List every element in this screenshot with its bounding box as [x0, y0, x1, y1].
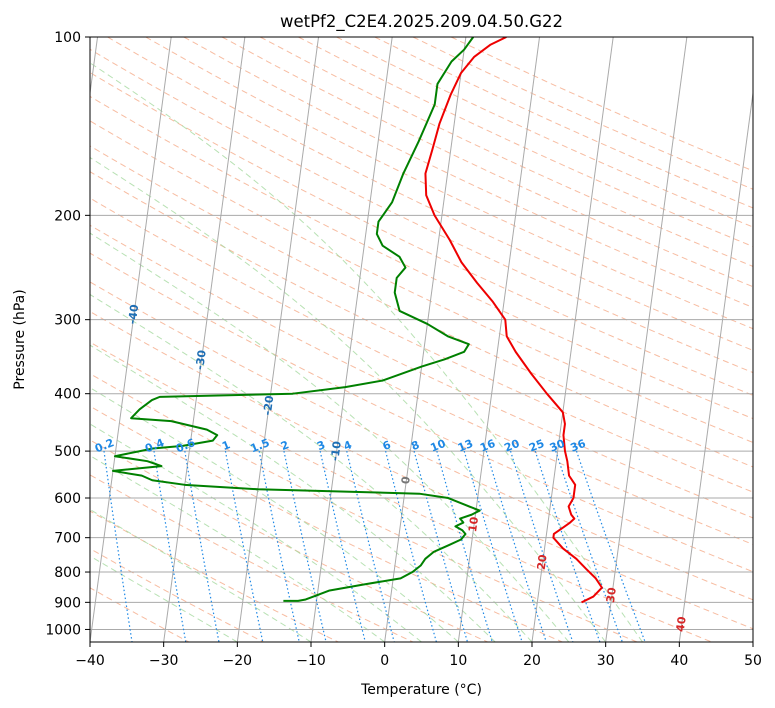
dewpoint-profile — [111, 37, 481, 602]
mixing-ratio-label: 36 — [569, 437, 588, 455]
y-tick-label: 400 — [54, 387, 81, 403]
x-tick-label: −40 — [75, 653, 105, 669]
x-tick-label: 30 — [597, 653, 615, 669]
isotherm-gridline — [605, 37, 688, 642]
y-axis-label: Pressure (hPa) — [12, 289, 28, 389]
isotherm-gridline — [90, 37, 172, 642]
y-tick-label: 500 — [54, 444, 81, 460]
mixing-ratio-line — [509, 450, 574, 642]
mixing-ratio-label: 1 — [220, 438, 232, 453]
isotherm-label: -20 — [261, 394, 277, 416]
isotherm-gridline — [457, 37, 541, 642]
x-tick-label: −10 — [296, 653, 326, 669]
temperature-profile — [424, 37, 603, 604]
dry-adiabat — [221, 37, 753, 288]
dry-adiabat — [90, 439, 488, 642]
y-tick-label: 900 — [54, 595, 81, 611]
isotherm-gridline — [310, 37, 393, 642]
plot-area: -100-90-80-70-60-50-40-30-20-10010203040… — [90, 37, 753, 642]
mixing-ratio-line — [534, 450, 601, 642]
mixing-ratio-line — [485, 450, 547, 642]
mixing-ratio-label: 30 — [548, 437, 567, 455]
dry-adiabat — [107, 37, 753, 351]
x-tick-label: 10 — [449, 653, 467, 669]
mixing-ratio-line — [103, 451, 133, 642]
isotherm-gridline — [678, 89, 753, 642]
mixing-ratio-line — [385, 450, 437, 642]
moist-adiabat — [90, 232, 570, 642]
moist-adiabat — [90, 423, 422, 642]
isotherm-label: -40 — [126, 303, 142, 325]
isotherm-label: 10 — [466, 516, 481, 533]
isotherm-label: 40 — [674, 615, 689, 632]
moist-adiabat — [90, 156, 607, 642]
x-tick-label: 20 — [523, 653, 541, 669]
mixing-ratio-line — [555, 450, 623, 642]
mixing-ratio-label: 16 — [478, 437, 497, 455]
isotherm-label: -30 — [193, 349, 209, 371]
dry-adiabat — [90, 587, 190, 642]
dry-adiabat — [90, 373, 638, 642]
dry-adiabat — [90, 224, 753, 545]
isotherm-gridline — [531, 37, 614, 642]
dry-adiabat — [90, 474, 414, 642]
plot-frame — [89, 36, 754, 643]
isotherm-label: 30 — [604, 586, 619, 603]
dry-adiabat — [90, 548, 264, 642]
moist-adiabat — [90, 455, 385, 642]
moist-adiabat — [90, 555, 238, 642]
y-tick-label: 100 — [54, 30, 81, 46]
dry-adiabat — [145, 37, 753, 330]
isotherm-label: 20 — [535, 553, 550, 570]
x-axis-label: Temperature (°C) — [360, 682, 482, 698]
y-tick-label: 700 — [54, 531, 81, 547]
mixing-ratio-label: 10 — [429, 437, 448, 455]
y-tick-label: 300 — [54, 313, 81, 329]
moist-adiabat — [90, 293, 533, 642]
mixing-ratio-line — [319, 450, 366, 642]
dry-adiabat — [90, 197, 753, 519]
isotherm-label: 0 — [399, 475, 413, 485]
x-tick-label: −30 — [149, 653, 179, 669]
x-tick-label: 0 — [380, 653, 389, 669]
mixing-ratio-label: 20 — [502, 437, 521, 455]
mixing-ratio-label: 13 — [456, 437, 475, 455]
mixing-ratio-label: 3 — [315, 438, 327, 453]
mixing-ratio-label: 25 — [527, 437, 546, 455]
moist-adiabat — [90, 344, 496, 642]
isotherm-label: -10 — [328, 440, 344, 462]
isotherm-gridline — [163, 37, 246, 642]
mixing-ratio-line — [463, 450, 523, 642]
moist-adiabat — [90, 387, 459, 642]
moist-adiabat — [90, 62, 643, 642]
dry-adiabat — [90, 171, 753, 493]
y-tick-label: 600 — [54, 491, 81, 507]
isotherm-gridline — [384, 37, 467, 642]
dry-adiabat — [90, 341, 712, 642]
mixing-ratio-label: 2 — [279, 438, 291, 453]
y-tick-label: 200 — [54, 208, 81, 224]
mixing-ratio-line — [283, 450, 327, 642]
mixing-ratio-line — [436, 450, 493, 642]
chart-title: wetPf2_C2E4.2025.209.04.50.G22 — [280, 12, 563, 32]
y-tick-label: 1000 — [45, 622, 81, 638]
isotherm-gridline — [236, 37, 320, 642]
dry-adiabat — [183, 37, 753, 309]
mixing-ratio-line — [346, 450, 395, 642]
x-tick-label: 40 — [670, 653, 688, 669]
x-tick-label: −20 — [223, 653, 253, 669]
x-tick-label: 50 — [744, 653, 762, 669]
mixing-ratio-line — [224, 450, 264, 642]
mixing-ratio-label: 8 — [409, 438, 421, 453]
mixing-ratio-line — [258, 450, 300, 642]
y-tick-label: 800 — [54, 565, 81, 581]
